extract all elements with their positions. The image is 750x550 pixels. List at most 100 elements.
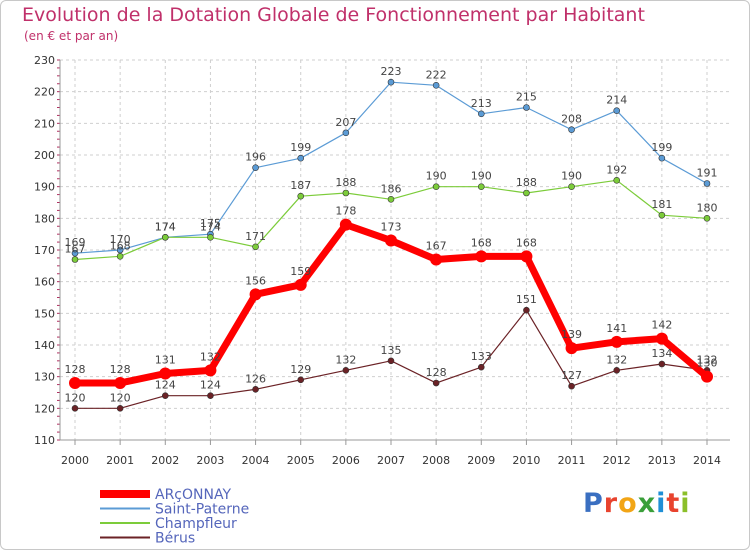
data-point-ar-onnay	[249, 288, 262, 301]
data-label: 168	[471, 236, 492, 249]
data-point-ar-onnay	[339, 218, 352, 231]
proxiti-logo: Proxiti	[583, 488, 691, 519]
data-point-b-rus	[477, 363, 485, 371]
data-label: 132	[606, 353, 627, 366]
data-point-ar-onnay	[159, 367, 172, 380]
x-tick-label: 2004	[242, 454, 270, 467]
data-label: 168	[110, 239, 131, 252]
data-label: 133	[471, 350, 492, 363]
data-label: 135	[381, 344, 402, 357]
data-point-saint-paterne	[523, 104, 530, 111]
data-label: 130	[697, 357, 718, 370]
data-label: 142	[651, 319, 672, 332]
data-label: 174	[200, 220, 221, 233]
data-label: 129	[290, 363, 311, 376]
data-point-ar-onnay	[294, 278, 307, 291]
data-point-b-rus	[297, 376, 305, 384]
data-point-ar-onnay	[701, 370, 713, 383]
data-label: 186	[381, 182, 402, 195]
data-label: 173	[381, 221, 402, 234]
x-tick-label: 2012	[603, 454, 631, 467]
data-point-champfleur	[116, 253, 124, 260]
logo-letter: x	[637, 488, 657, 519]
data-label: 167	[65, 243, 86, 256]
data-label: 191	[697, 167, 718, 180]
data-point-b-rus	[207, 392, 214, 399]
chart-subtitle: (en € et par an)	[24, 29, 119, 43]
data-point-champfleur	[477, 183, 485, 190]
data-point-b-rus	[161, 392, 169, 399]
x-tick-label: 2008	[422, 454, 450, 467]
legend-label: Bérus	[155, 531, 195, 547]
data-point-ar-onnay	[565, 342, 578, 355]
data-label: 213	[471, 97, 492, 110]
data-point-saint-paterne	[568, 126, 575, 133]
data-point-ar-onnay	[520, 250, 533, 263]
data-point-ar-onnay	[69, 377, 81, 389]
data-point-ar-onnay	[385, 234, 397, 247]
data-label: 196	[245, 151, 266, 164]
data-point-saint-paterne	[658, 154, 666, 162]
data-point-saint-paterne	[703, 180, 711, 187]
data-label: 188	[516, 176, 537, 189]
data-point-saint-paterne	[432, 82, 440, 89]
x-tick-label: 2000	[61, 454, 89, 467]
data-label: 199	[651, 141, 672, 154]
legend-label: Champfleur	[155, 516, 237, 532]
data-point-champfleur	[161, 234, 169, 241]
data-label: 128	[110, 363, 131, 376]
data-label: 171	[245, 230, 266, 243]
data-label: 199	[290, 141, 311, 154]
data-point-b-rus	[252, 386, 259, 393]
y-tick-label: 160	[34, 276, 55, 289]
data-point-champfleur	[658, 211, 666, 219]
x-tick-label: 2006	[332, 454, 360, 467]
y-tick-label: 180	[34, 212, 55, 225]
data-label: 175	[200, 217, 221, 230]
data-label: 134	[651, 347, 672, 360]
data-point-champfleur	[568, 183, 575, 190]
data-label: 120	[110, 391, 131, 404]
data-label: 126	[245, 372, 266, 385]
y-tick-label: 200	[34, 149, 55, 162]
data-label: 190	[426, 170, 447, 183]
data-label: 188	[335, 176, 356, 189]
data-label: 192	[606, 163, 627, 176]
data-label: 207	[335, 116, 356, 129]
logo-letter: i	[656, 488, 667, 519]
data-point-saint-paterne	[613, 107, 621, 114]
data-label: 215	[516, 91, 537, 104]
x-tick-label: 2009	[467, 454, 495, 467]
data-label: 128	[426, 366, 447, 379]
data-point-champfleur	[432, 183, 440, 190]
y-tick-label: 140	[34, 339, 55, 352]
data-point-saint-paterne	[116, 246, 124, 254]
data-label: 170	[110, 233, 131, 246]
axes: 110 120 130 140 150 160 170 180 190 200 210 220 230 2…	[34, 54, 730, 467]
data-label: 190	[471, 170, 492, 183]
data-point-champfleur	[297, 192, 305, 200]
x-tick-label: 2013	[648, 454, 676, 467]
data-label: 187	[290, 179, 311, 192]
data-label: 139	[561, 328, 582, 341]
data-label: 132	[200, 350, 221, 363]
data-point-saint-paterne	[342, 129, 350, 137]
data-point-b-rus	[568, 382, 575, 390]
data-label: 124	[200, 379, 221, 392]
data-point-ar-onnay	[114, 377, 127, 389]
data-label: 127	[561, 369, 582, 382]
y-tick-label: 110	[34, 434, 55, 447]
data-point-b-rus	[432, 379, 440, 387]
logo-letter: t	[666, 488, 681, 519]
x-tick-label: 2001	[106, 454, 134, 467]
y-tick-label: 120	[34, 402, 55, 415]
x-tick-label: 2005	[287, 454, 315, 467]
data-point-b-rus	[613, 367, 621, 374]
y-tick-label: 190	[34, 181, 55, 194]
data-label: 174	[155, 220, 176, 233]
data-point-champfleur	[523, 189, 530, 197]
y-tick-label: 230	[34, 54, 55, 67]
data-point-saint-paterne	[71, 249, 79, 257]
